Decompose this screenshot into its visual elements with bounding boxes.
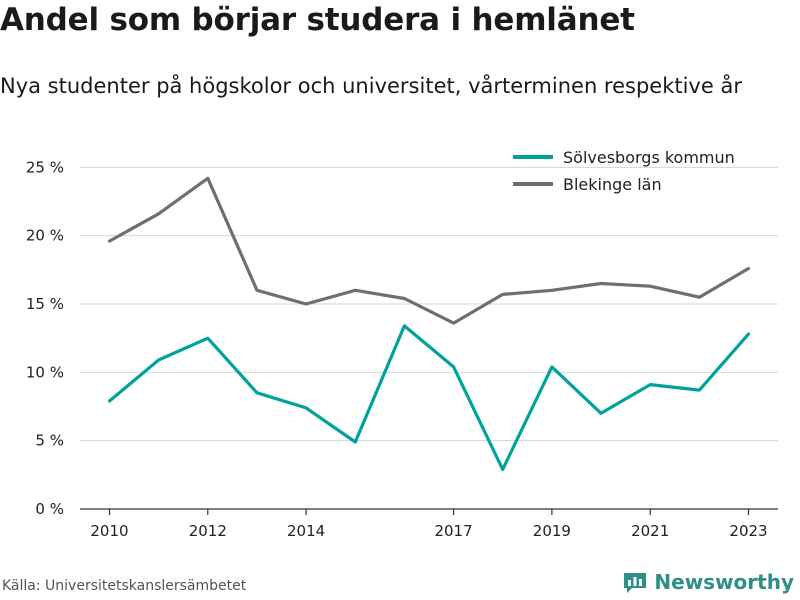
brand-name: Newsworthy — [654, 570, 794, 594]
x-tick-label: 2010 — [90, 522, 128, 540]
y-tick-label: 20 % — [26, 227, 64, 245]
source-note: Källa: Universitetskanslersämbetet — [2, 578, 247, 594]
x-tick-label: 2017 — [434, 522, 472, 540]
y-tick-label: 10 % — [26, 363, 64, 381]
newsworthy-logo-icon — [624, 573, 647, 593]
x-tick-label: 2012 — [189, 522, 227, 540]
chart-title: Andel som börjar studera i hemlänet — [0, 2, 635, 38]
x-tick-label: 2023 — [729, 522, 767, 540]
legend-label: Sölvesborgs kommun — [563, 148, 735, 167]
brand-logo: Newsworthy — [622, 569, 794, 595]
x-tick-label: 2021 — [631, 522, 669, 540]
x-tick-label: 2019 — [533, 522, 571, 540]
y-tick-label: 25 % — [26, 158, 64, 176]
series-line-2 — [107, 176, 751, 325]
x-tick-label: 2014 — [287, 522, 325, 540]
y-tick-label: 5 % — [35, 432, 64, 450]
chart-subtitle: Nya studenter på högskolor och universit… — [0, 74, 742, 98]
legend-label: Blekinge län — [563, 175, 662, 194]
series-line-1 — [107, 324, 751, 471]
y-tick-label: 0 % — [35, 500, 64, 518]
y-tick-label: 15 % — [26, 295, 64, 313]
